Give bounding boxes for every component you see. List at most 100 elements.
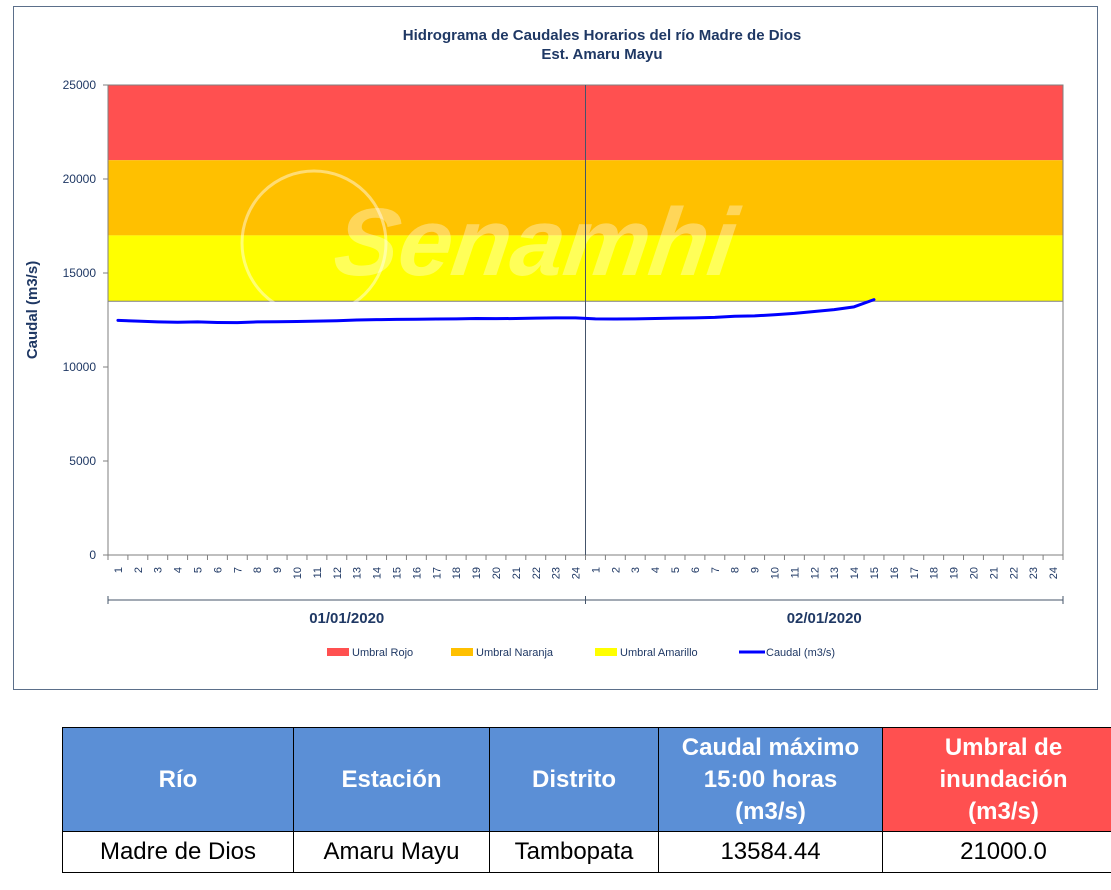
y-tick-label: 0 [89,548,96,562]
data-point [813,310,816,313]
date-group-label: 01/01/2020 [309,610,384,627]
y-tick-label: 5000 [69,454,96,468]
x-tick-label: 9 [750,567,762,573]
header-umbral-line-1: Umbral de [944,733,1063,761]
x-tick-label: 1 [113,567,125,573]
data-point [117,319,119,322]
data-point [773,313,776,316]
x-tick-label: 3 [153,567,165,573]
y-tick-label: 15000 [63,266,97,280]
data-point [694,317,696,319]
chart-container: Hidrograma de Caudales Horarios del río … [13,6,1098,690]
legend-umbral-rojo-label: Umbral Rojo [352,647,413,659]
chart-subtitle: Est. Amaru Mayu [541,46,662,63]
data-point [674,317,676,319]
x-tick-label: 22 [531,567,543,579]
x-tick-label: 4 [650,567,662,573]
data-point [534,317,537,319]
x-tick-label: 14 [372,567,384,579]
header-umbral-inundacion: Umbral de inundación (m3/s) [882,727,1111,832]
watermark-sun-icon [240,169,388,317]
data-point [574,317,577,319]
cell-distrito: Tambopata [489,831,659,873]
legend-umbral-naranja-swatch [451,648,473,656]
y-tick-label: 20000 [63,172,97,186]
x-tick-label: 3 [630,567,642,573]
x-tick-label: 2 [133,567,145,573]
x-tick-label: 24 [571,567,583,579]
x-tick-label: 2 [610,567,622,573]
x-tick-label: 15 [869,567,881,579]
data-point [793,312,796,315]
x-tick-label: 23 [551,567,563,579]
data-point [355,319,358,321]
x-tick-label: 11 [312,567,324,578]
header-distrito: Distrito [489,727,659,832]
watermark-senamhi: Senamhi [328,189,745,295]
x-tick-label: 20 [491,567,503,579]
data-point [833,308,835,311]
data-point [873,298,875,301]
data-point [196,321,199,323]
header-umbral-line-2: inundación [939,765,1068,793]
x-tick-label: 8 [730,567,742,573]
x-tick-label: 13 [352,567,364,579]
header-caudal-line-3: (m3/s) [735,797,806,825]
hydrograph-chart: Hidrograma de Caudales Horarios del río … [24,27,1064,659]
data-point [594,318,597,320]
x-tick-label: 5 [670,567,682,573]
legend-umbral-naranja-label: Umbral Naranja [476,647,554,659]
x-tick-label: 20 [968,567,980,579]
x-tick-label: 15 [391,567,403,579]
data-point [753,315,756,317]
header-caudal-line-1: Caudal máximo [681,733,860,761]
chart-title: Hidrograma de Caudales Horarios del río … [403,27,801,44]
data-point [714,316,716,319]
x-tick-label: 8 [252,567,264,573]
x-tick-label: 22 [1008,567,1020,579]
x-tick-label: 10 [770,567,782,579]
data-point [515,317,517,320]
data-point [634,318,637,320]
x-tick-label: 18 [451,567,463,579]
x-tick-label: 9 [272,567,284,573]
x-tick-label: 24 [1048,567,1060,579]
legend-umbral-amarillo-swatch [595,648,617,656]
x-tick-label: 12 [332,567,344,579]
data-point [176,321,179,324]
x-tick-label: 18 [929,567,941,579]
data-point [316,320,318,322]
x-tick-label: 6 [690,567,702,573]
x-tick-label: 4 [173,567,185,573]
x-tick-label: 23 [1028,567,1040,579]
y-axis-label: Caudal (m3/s) [24,261,41,359]
cell-estacion: Amaru Mayu [293,831,490,873]
x-tick-label: 19 [471,567,483,579]
header-estacion: Estación [293,727,490,832]
legend-umbral-amarillo-label: Umbral Amarillo [620,647,698,659]
y-tick-label: 10000 [63,360,97,374]
data-point [336,319,338,322]
data-point [216,321,219,324]
legend-caudal-label: Caudal (m3/s) [766,647,835,659]
x-tick-label: 16 [411,567,423,579]
x-tick-label: 19 [949,567,961,579]
x-tick-label: 21 [988,567,1000,579]
date-group-label: 02/01/2020 [787,610,862,627]
x-tick-label: 10 [292,567,304,579]
data-point [435,318,438,320]
data-point [415,318,418,321]
data-point [236,321,239,324]
summary-table: Río Estación Distrito Caudal máximo 15:0… [62,727,1111,873]
data-point [554,317,557,319]
x-tick-label: 17 [431,567,443,579]
data-point [495,317,497,320]
cell-umbral-inundacion: 21000.0 [882,831,1111,873]
x-tick-label: 17 [909,567,921,579]
data-point [475,317,477,320]
data-point [137,320,139,322]
x-tick-label: 11 [789,567,801,578]
x-tick-label: 16 [889,567,901,579]
x-tick-label: 21 [511,567,523,579]
y-tick-label: 25000 [63,78,97,92]
